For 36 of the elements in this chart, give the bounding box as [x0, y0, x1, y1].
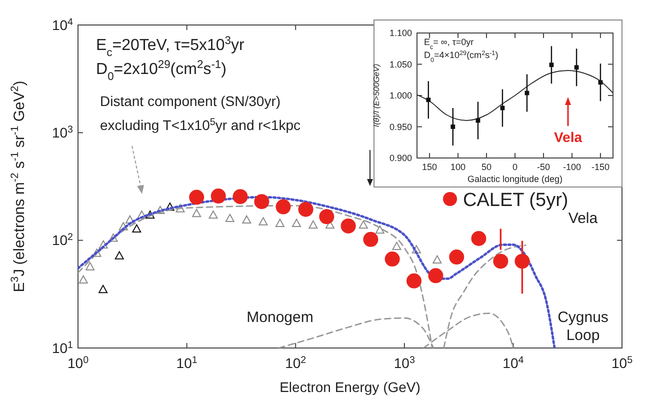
x-tick-label: 50 — [482, 162, 492, 172]
x-tick-label: 150 — [422, 162, 438, 172]
y-tick-label: 10$^{4}$ — [52, 16, 74, 33]
y-tick-label: 1.100 — [389, 28, 412, 38]
y-tick-label: 10$^{2}$ — [52, 232, 73, 248]
x-tick-label: -150 — [591, 162, 610, 172]
x-tick-label: 10$^{4}$ — [502, 354, 524, 371]
x-tick-label: 10$^{5}$ — [611, 354, 634, 371]
x-tick-label: -100 — [562, 162, 581, 172]
y-axis-title: I(θ)/I (E>500GeV) — [372, 64, 381, 128]
y-tick-label: 0.900 — [389, 153, 412, 164]
x-tick-label: -50 — [536, 162, 550, 172]
y-tick-label: 1.000 — [389, 90, 412, 101]
x-tick-label: 100 — [450, 162, 466, 172]
x-axis-title: Galactic longitude (deg) — [467, 174, 563, 184]
x-tick-label: 10$^{2}$ — [285, 354, 306, 371]
y-tick-label: 0.950 — [389, 122, 412, 132]
annotation: Vela — [554, 129, 582, 145]
annotation: excluding T<1x10$^{5}$yr and r<1kpc — [100, 116, 301, 133]
annotation: Loop — [566, 327, 600, 344]
x-tick-label: 10$^{0}$ — [67, 354, 90, 371]
x-tick-label: 0 — [512, 162, 518, 172]
x-tick-label: 10$^{1}$ — [176, 354, 198, 371]
annotation: E$_{c}$= ∞, τ=0yr — [424, 37, 474, 50]
x-axis-title: Electron Energy (GeV) — [280, 379, 420, 395]
annotation: E$_{c}$=20TeV, τ=5x10$^{3}$yr — [96, 35, 245, 59]
annotation: Distant component (SN/30yr) — [100, 93, 281, 109]
legend-label: CALET (5yr) — [463, 190, 568, 211]
annotation: Cygnus — [558, 309, 608, 326]
annotation: Monogem — [246, 309, 314, 326]
annotation: Vela — [568, 210, 598, 227]
text: D$_{0}$=2x10$^{29}$(cm$^{2}$s$^{-1}$) — [96, 59, 226, 83]
y-tick-label: 1.050 — [389, 59, 412, 70]
text: D$_{0}$=4×10$^{29}$(cm$^{2}$s$^{-1}$) — [424, 50, 498, 64]
y-tick-label: 10$^{1}$ — [52, 339, 73, 356]
y-tick-label: 10$^{3}$ — [52, 124, 74, 141]
